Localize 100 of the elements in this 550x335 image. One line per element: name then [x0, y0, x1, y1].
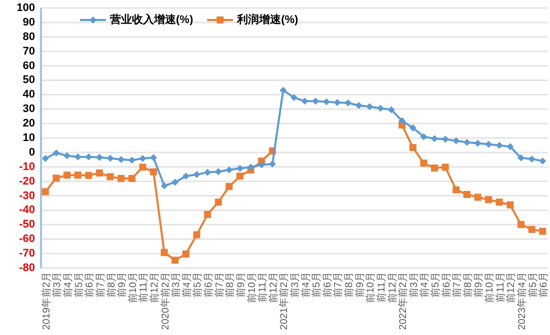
point: [420, 160, 428, 167]
x-tick-label: 前5月: [72, 272, 85, 298]
y-tick-label: -80: [19, 262, 35, 274]
point: [517, 154, 524, 162]
point: [496, 198, 503, 206]
legend-label: 利润增速(%): [236, 13, 299, 26]
point: [42, 155, 49, 162]
point: [322, 98, 330, 106]
x-tick-label: 前5月: [310, 272, 323, 298]
x-tick-label: 前10月: [246, 272, 258, 304]
y-tick-label: 20: [22, 118, 35, 130]
point: [106, 154, 114, 162]
point: [74, 172, 82, 179]
x-tick-label: 2023年前4月: [516, 272, 528, 330]
y-tick-label: -60: [19, 233, 35, 246]
x-tick-label: 2019年前2月: [40, 272, 52, 330]
x-tick-label: 前10月: [126, 272, 139, 304]
x-tick-label: 前8月: [105, 272, 118, 298]
y-tick-label: 50: [22, 74, 35, 86]
x-tick-label: 前4月: [300, 272, 312, 298]
point: [452, 137, 460, 144]
point: [85, 172, 92, 179]
point: [139, 164, 146, 171]
point: [376, 104, 384, 112]
point: [268, 160, 276, 168]
x-tick-label: 前11月: [138, 272, 150, 302]
point: [420, 133, 428, 140]
x-tick-label: 前6月: [202, 272, 215, 298]
y-tick-label: 10: [22, 132, 35, 144]
point: [52, 150, 60, 157]
y-tick-label: 100: [16, 2, 35, 14]
point: [193, 231, 200, 238]
y-tick-label: 80: [22, 30, 35, 43]
point: [118, 174, 125, 182]
point: [280, 86, 287, 94]
point: [474, 194, 482, 201]
point: [214, 198, 222, 206]
x-tick-label: 前9月: [472, 272, 485, 298]
x-tick-label: 前9月: [354, 272, 366, 298]
x-tick-label: 前5月: [192, 272, 204, 298]
x-tick-label: 前3月: [289, 272, 301, 298]
x-tick-label: 前3月: [51, 272, 64, 298]
point: [204, 210, 212, 218]
point: [160, 182, 168, 190]
y-tick-label: 40: [22, 88, 35, 101]
point: [388, 106, 395, 114]
point: [96, 169, 103, 176]
x-tick-label: 2020年前2月: [159, 272, 172, 330]
point: [182, 250, 190, 258]
y-tick-label: -20: [19, 175, 35, 188]
x-tick-label: 前11月: [256, 272, 269, 302]
legend-label: 营业收入增速(%): [109, 13, 194, 26]
point: [74, 153, 82, 160]
point: [118, 156, 125, 164]
y-tick-label: -50: [19, 218, 35, 231]
x-tick-label: 前12月: [386, 272, 398, 304]
point: [172, 256, 179, 264]
x-tick-label: 前11月: [494, 272, 506, 302]
x-tick-label: 前9月: [116, 272, 128, 298]
y-tick-label: 30: [22, 103, 35, 116]
point: [128, 174, 136, 182]
x-tick-label: 前6月: [84, 272, 96, 298]
point: [160, 249, 168, 256]
point: [344, 99, 352, 106]
point: [528, 155, 536, 162]
point: [150, 168, 157, 176]
point: [150, 154, 157, 162]
x-tick-label: 前7月: [332, 272, 344, 298]
x-tick-label: 前8月: [224, 272, 236, 298]
point: [64, 172, 71, 179]
x-tick-label: 前12月: [148, 272, 160, 304]
point: [64, 152, 71, 160]
point: [528, 226, 536, 233]
x-tick-label: 前8月: [343, 272, 356, 298]
point: [398, 117, 406, 124]
point: [204, 168, 212, 176]
point: [172, 178, 179, 186]
y-tick-label: 90: [22, 16, 35, 28]
point: [85, 153, 92, 160]
point: [442, 136, 449, 143]
point: [258, 161, 266, 168]
x-tick-label: 前7月: [213, 272, 226, 298]
point: [301, 98, 308, 105]
point: [474, 140, 482, 147]
point: [539, 228, 546, 235]
point: [226, 166, 233, 174]
point: [106, 173, 114, 180]
point: [485, 196, 492, 204]
x-tick-label: 2022年前2月: [397, 272, 410, 330]
point: [355, 102, 362, 109]
point: [539, 157, 546, 164]
x-tick-label: 前7月: [451, 272, 464, 298]
point: [431, 135, 438, 142]
x-tick-label: 前4月: [180, 272, 193, 298]
point: [463, 190, 470, 198]
point: [247, 164, 254, 171]
y-tick-label: 70: [22, 45, 35, 58]
x-tick-label: 前4月: [418, 272, 431, 298]
point: [214, 168, 222, 176]
y-tick-label: -10: [19, 160, 35, 173]
